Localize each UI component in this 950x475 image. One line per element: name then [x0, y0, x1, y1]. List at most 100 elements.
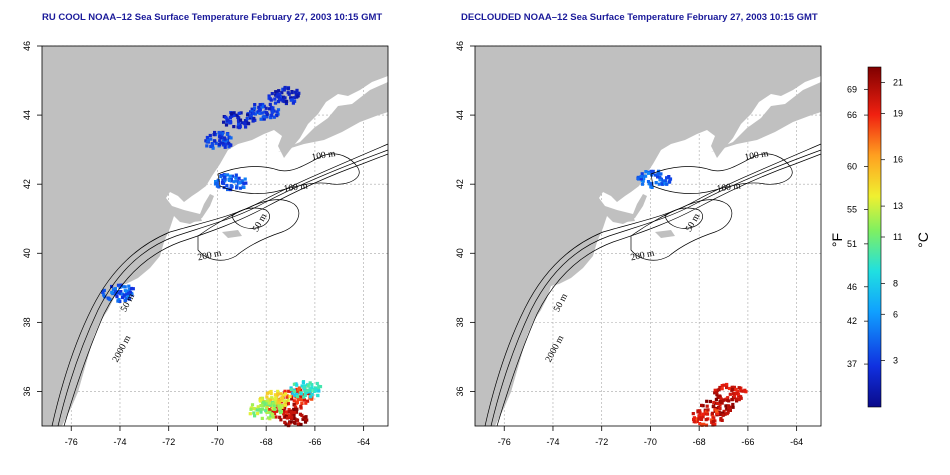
sst-pixel	[269, 98, 273, 102]
sst-pixel	[719, 397, 723, 401]
f-tick-label: 60	[847, 162, 857, 172]
sst-pixel	[237, 122, 241, 127]
left-y-axis: 36 38 40 42 44 46	[22, 41, 42, 396]
sst-pixel	[734, 397, 738, 401]
sst-pixel	[706, 417, 710, 421]
sst-pixel	[658, 175, 662, 179]
sst-pixel	[299, 404, 303, 408]
sst-pixel	[246, 113, 250, 117]
sst-pixel	[716, 401, 720, 405]
sst-pixel	[289, 98, 293, 102]
sst-pixel	[122, 293, 126, 297]
sst-pixel	[229, 178, 233, 182]
sst-pixel	[725, 385, 729, 390]
sst-pixel	[280, 91, 284, 95]
sst-pixel	[268, 398, 272, 402]
sst-pixel	[223, 145, 227, 149]
sst-pixel	[228, 119, 233, 123]
sst-pixel	[284, 410, 288, 414]
sst-pixel	[224, 123, 229, 127]
sst-pixel	[308, 387, 312, 391]
sst-pixel	[272, 115, 276, 119]
sst-pixel	[270, 92, 274, 96]
sst-pixel	[258, 103, 262, 107]
f-tick-label: 51	[847, 239, 857, 249]
sst-pixel	[278, 409, 282, 413]
sst-pixel	[242, 185, 246, 189]
sst-pixel	[253, 103, 257, 107]
sst-pixel	[292, 382, 296, 386]
sst-pixel	[698, 413, 702, 418]
sst-pixel	[277, 89, 281, 93]
sst-pixel	[215, 184, 219, 188]
sst-pixel	[232, 125, 236, 129]
sst-pixel	[270, 396, 274, 400]
sst-pixel	[727, 386, 732, 391]
sst-pixel	[205, 144, 209, 148]
sst-pixel	[706, 408, 710, 412]
sst-pixel	[249, 116, 253, 120]
sst-pixel	[640, 172, 644, 176]
sst-pixel	[289, 389, 293, 393]
sst-pixel	[644, 174, 648, 178]
sst-pixel	[268, 410, 272, 414]
sst-pixel	[306, 388, 310, 392]
sst-pixel	[273, 393, 277, 397]
sst-pixel	[269, 116, 273, 120]
sst-pixel	[260, 396, 265, 400]
sst-pixel	[290, 91, 294, 95]
sst-pixel	[228, 115, 232, 119]
sst-pixel	[294, 410, 299, 414]
sst-pixel	[700, 403, 704, 407]
f-tick-label: 46	[847, 282, 857, 292]
sst-pixel	[735, 391, 739, 396]
sst-pixel	[253, 112, 257, 116]
sst-pixel	[113, 290, 118, 294]
sst-pixel	[713, 388, 717, 392]
sst-pixel	[293, 393, 297, 397]
sst-pixel	[260, 111, 264, 115]
sst-pixel	[719, 400, 723, 404]
sst-pixel	[256, 405, 260, 409]
sst-pixel	[209, 137, 213, 141]
sst-pixel	[252, 407, 256, 411]
sst-pixel	[265, 111, 269, 115]
sst-pixel	[230, 174, 234, 178]
sst-pixel	[285, 416, 289, 420]
sst-pixel	[251, 119, 255, 123]
left-x-axis: -76 -74 -72 -70 -68 -66 -64	[65, 426, 370, 447]
sst-pixel	[639, 175, 643, 179]
left-map-frame	[41, 45, 389, 427]
sst-pixel	[243, 119, 248, 123]
sst-pixel	[260, 416, 264, 420]
sst-pixel	[318, 385, 323, 389]
sst-pixel	[650, 173, 654, 177]
sst-pixel	[216, 178, 220, 182]
sst-pixel	[276, 392, 280, 396]
sst-pixel	[727, 404, 731, 408]
sst-pixel	[730, 398, 734, 402]
sst-pixel	[668, 180, 672, 184]
sst-pixel	[214, 180, 218, 184]
sst-pixel	[288, 394, 292, 399]
sst-pixel	[298, 412, 302, 416]
sst-pixel	[286, 87, 290, 91]
y-tick-label: 44	[455, 110, 465, 120]
sst-pixel	[269, 105, 273, 110]
sst-pixel	[718, 403, 722, 407]
sst-pixel	[279, 398, 283, 403]
sst-pixel	[214, 181, 218, 185]
sst-pixel	[285, 99, 289, 103]
fahrenheit-label: °F	[829, 233, 845, 247]
sst-pixel	[649, 182, 653, 186]
sst-pixel	[264, 409, 268, 413]
sst-pixel	[222, 120, 226, 124]
sst-pixel	[290, 397, 294, 401]
sst-pixel	[297, 422, 301, 426]
sst-pixel	[718, 412, 722, 417]
sst-pixel	[705, 399, 709, 403]
sst-pixel	[275, 114, 279, 118]
sst-pixel	[263, 110, 267, 114]
sst-pixel	[712, 400, 716, 405]
